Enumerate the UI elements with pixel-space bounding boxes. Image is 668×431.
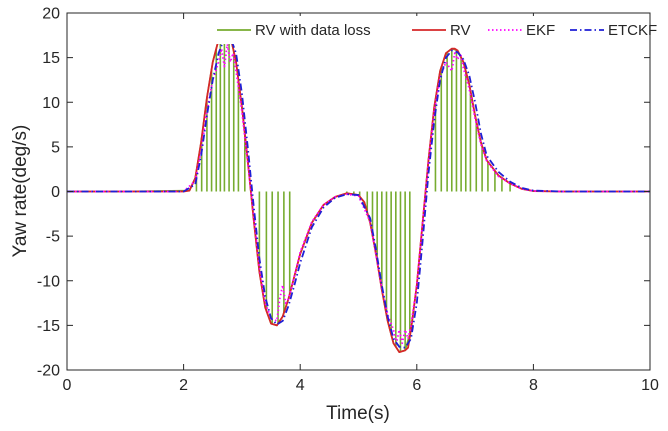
legend-label: RV with data loss [255,22,371,39]
legend-label: RV [450,22,471,39]
series-etckf-line [67,36,650,349]
series-ekf [67,43,650,345]
y-tick-label: 5 [51,139,60,156]
legend-label: EKF [526,22,555,39]
legend: RV with data loss RV EKF ETCKF [213,16,657,44]
x-tick-label: 4 [296,377,305,394]
y-tick-label: -5 [46,229,60,246]
series-layer [67,29,650,354]
series-etckf [67,36,650,349]
legend-item-etckf: ETCKF [570,22,657,39]
x-tick-label: 6 [412,377,421,394]
x-tick-label: 2 [179,377,188,394]
y-tick-label: 20 [42,6,60,23]
y-tick-label: 10 [42,95,60,112]
legend-label: ETCKF [608,22,657,39]
legend-item-rv-with-data-loss: RV with data loss [217,22,371,39]
legend-item-ekf: EKF [488,22,555,39]
y-tick-label: -15 [37,318,60,335]
series-ekf-line [67,43,650,345]
y-tick-label: -10 [37,273,60,290]
x-axis-label: Time(s) [326,403,390,424]
y-tick-label: 15 [42,50,60,67]
ticks-layer: 0 2 4 6 8 10 -20 -15 -10 -5 0 5 10 15 20 [37,6,659,395]
x-tick-label: 8 [529,377,538,394]
x-tick-label: 10 [641,377,659,394]
legend-item-rv: RV [412,22,471,39]
y-axis-label: Yaw rate(deg/s) [10,125,31,258]
y-tick-label: -20 [37,363,60,380]
x-tick-label: 0 [63,377,72,394]
y-tick-label: 0 [51,184,60,201]
series-rv-with-data-loss [67,30,650,353]
